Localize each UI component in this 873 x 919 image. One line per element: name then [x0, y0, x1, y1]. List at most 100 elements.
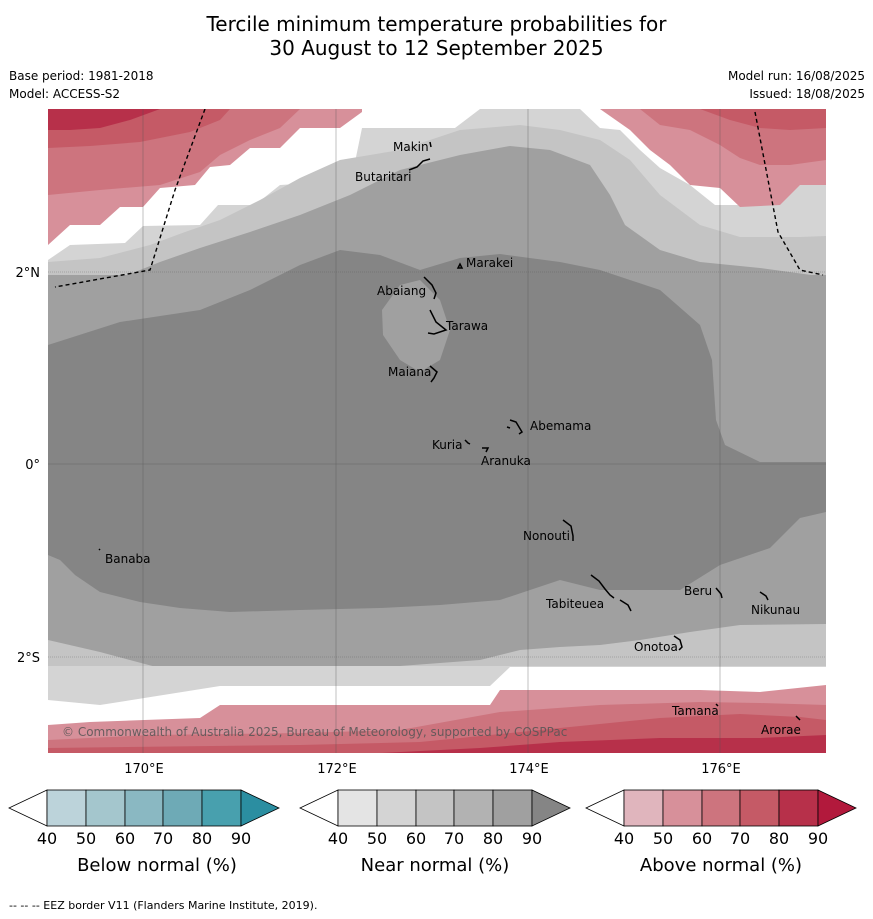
island-label-arorae: Arorae — [761, 723, 801, 737]
lon-label-174e: 174°E — [509, 762, 549, 777]
banaba-icon — [98, 548, 101, 551]
probability-field — [48, 109, 826, 753]
abemama-icon — [506, 419, 524, 435]
marakei-icon — [456, 262, 464, 269]
nikunau-icon — [759, 591, 769, 601]
island-label-tamana: Tamana — [671, 704, 719, 718]
island-label-abemama: Abemama — [530, 419, 591, 433]
lat-label-2s: 2°S — [17, 651, 40, 666]
top-right-above-70-band — [700, 109, 826, 130]
colorbar-below-tick-80: 80 — [192, 829, 212, 848]
colorbar-near-tick-90: 90 — [522, 829, 542, 848]
kuria-icon — [464, 439, 471, 445]
colorbar-above-swatch-2 — [662, 789, 703, 827]
island-label-nonouti: Nonouti — [523, 529, 570, 543]
colorbar-below-swatch-3 — [124, 789, 164, 827]
longitude-labels: 170°E 172°E 174°E 176°E — [124, 762, 741, 777]
colorbar-near-swatch-1 — [337, 789, 378, 827]
beru-icon — [715, 587, 723, 599]
colorbar-above-title: Above normal (%) — [640, 855, 802, 876]
island-label-beru: Beru — [684, 584, 712, 598]
tarawa-icon — [427, 309, 448, 335]
colorbar-above-tick-50: 50 — [653, 829, 673, 848]
colorbar-near-lower-arrow — [299, 789, 339, 827]
island-label-kuria: Kuria — [432, 438, 463, 452]
island-label-nikunau: Nikunau — [751, 603, 800, 617]
bottom-above-80-band — [380, 735, 826, 753]
lat-label-2n: 2°N — [16, 266, 41, 281]
colorbar-above-swatch-5 — [778, 789, 819, 827]
title-line-1: Tercile minimum temperature probabilitie… — [206, 12, 667, 36]
lat-label-0: 0° — [25, 458, 40, 473]
graticule — [48, 109, 826, 753]
island-label-makin: Makin — [393, 140, 429, 154]
island-label-tabiteuea: Tabiteuea — [545, 597, 604, 611]
colorbar-near-tick-80: 80 — [483, 829, 503, 848]
island-label-aranuka: Aranuka — [481, 454, 531, 468]
latitude-labels: 2°N 0° 2°S — [16, 266, 41, 666]
colorbar-above-normal: 40 50 60 70 80 90 Above normal (%) — [585, 789, 857, 876]
tabiteuea-icon — [590, 574, 632, 612]
model-name: Model: ACCESS-S2 — [9, 87, 121, 101]
nonouti-icon — [562, 519, 574, 541]
colorbar-below-swatch-4 — [162, 789, 203, 827]
colorbar-below-lower-arrow — [8, 789, 48, 827]
colorbar-near-upper-arrow — [531, 789, 571, 827]
colorbar-below-tick-40: 40 — [37, 829, 57, 848]
colorbar-below-title: Below normal (%) — [77, 855, 237, 876]
colorbar-above-tick-80: 80 — [769, 829, 789, 848]
island-label-maiana: Maiana — [388, 365, 431, 379]
eez-legend-note: -- -- -- EEZ border V11 (Flanders Marine… — [9, 899, 318, 912]
arorae-icon — [795, 715, 801, 721]
colorbar-above-tick-90: 90 — [808, 829, 828, 848]
colorbar-below-swatch-5 — [201, 789, 242, 827]
colorbar-near-swatch-2 — [376, 789, 417, 827]
colorbar-near-tick-60: 60 — [406, 829, 426, 848]
maiana-icon — [429, 365, 438, 383]
colorbar-above-tick-40: 40 — [614, 829, 634, 848]
issued-date: Issued: 18/08/2025 — [749, 87, 865, 101]
colorbar-above-swatch-4 — [739, 789, 780, 827]
island-label-tarawa: Tarawa — [445, 319, 488, 333]
near-normal-80-core — [48, 250, 826, 612]
eez-border-west — [54, 109, 206, 288]
colorbar-above-swatch-1 — [623, 789, 664, 827]
colorbar-near-tick-50: 50 — [367, 829, 387, 848]
colorbar-below-swatch-1 — [46, 789, 87, 827]
colorbar-near-normal: 40 50 60 70 80 90 Near normal (%) — [299, 789, 571, 876]
colorbar-above-upper-arrow — [817, 789, 857, 827]
base-period: Base period: 1981-2018 — [9, 69, 154, 83]
copyright-notice: © Commonwealth of Australia 2025, Bureau… — [62, 725, 567, 739]
island-label-abaiang: Abaiang — [377, 284, 426, 298]
eez-border-east — [754, 111, 824, 276]
island-shapes — [98, 141, 801, 721]
colorbar-near-title: Near normal (%) — [361, 855, 510, 876]
colorbar-near-tick-40: 40 — [328, 829, 348, 848]
colorbar-above-tick-60: 60 — [692, 829, 712, 848]
abaiang-icon — [423, 276, 437, 300]
top-above-80-band — [48, 109, 160, 130]
island-label-marakei: Marakei — [466, 256, 513, 270]
title-line-2: 30 August to 12 September 2025 — [269, 36, 604, 60]
aranuka-icon — [482, 447, 490, 453]
colorbar-near-swatch-5 — [492, 789, 533, 827]
colorbar-above-swatch-3 — [701, 789, 741, 827]
makin-icon — [429, 141, 432, 148]
colorbar-near-swatch-3 — [415, 789, 455, 827]
run-info-right: Model run: 16/08/2025 Issued: 18/08/2025 — [728, 67, 865, 103]
model-run: Model run: 16/08/2025 — [727, 69, 865, 83]
lon-label-170e: 170°E — [124, 762, 164, 777]
chart-title: Tercile minimum temperature probabilitie… — [0, 12, 873, 60]
island-label-butaritari: Butaritari — [355, 170, 412, 184]
onotoa-icon — [673, 635, 683, 651]
colorbar-below-tick-60: 60 — [115, 829, 135, 848]
colorbar-above-lower-arrow — [585, 789, 625, 827]
colorbar-below-normal: 40 50 60 70 80 90 Below normal (%) — [8, 789, 280, 876]
tarawa-lighter-pocket — [382, 280, 450, 372]
colorbar-below-tick-90: 90 — [231, 829, 251, 848]
island-label-banaba: Banaba — [105, 552, 151, 566]
butaritari-icon — [408, 158, 431, 171]
colorbar-below-swatch-2 — [85, 789, 126, 827]
colorbar-below-upper-arrow — [240, 789, 280, 827]
